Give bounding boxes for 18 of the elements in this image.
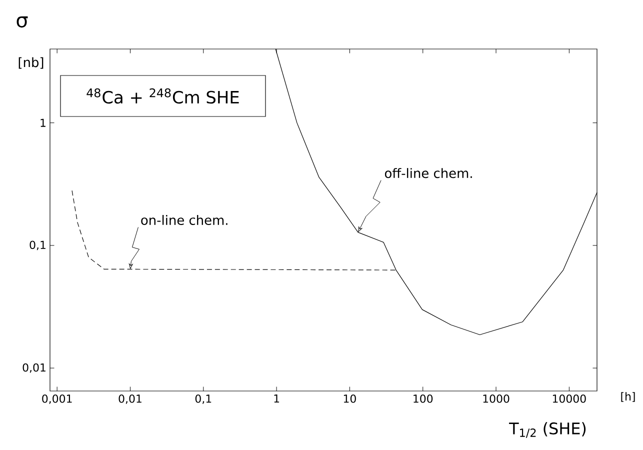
x-tick-label: 1 (274, 394, 280, 403)
x-tick-label: 1000 (483, 394, 510, 403)
annotation: $^{48}$Ca + $^{248}$Cm SHE (86, 88, 239, 104)
x-tick-label: 10000 (552, 394, 586, 403)
text: [nb] (18, 57, 44, 69)
x-tick-label: 10 (344, 394, 356, 403)
text: [h] (621, 392, 635, 402)
x-tick-label: 0,01 (118, 394, 142, 404)
y-tick-label: 0,01 (22, 363, 46, 373)
x-tick-label: 0,1 (195, 394, 212, 404)
y-tick-label: 1 (40, 118, 46, 127)
y-axis-title: σ (16, 16, 28, 28)
x-tick-label: 100 (414, 394, 433, 403)
y-tick-label: 0,1 (30, 240, 46, 250)
annotation: off-line chem. (384, 168, 472, 178)
x-axis-title: T$_{1/2}$ (SHE) (509, 422, 586, 438)
x-tick-label: 0,001 (42, 394, 72, 404)
annotation: on-line chem. (141, 214, 228, 226)
